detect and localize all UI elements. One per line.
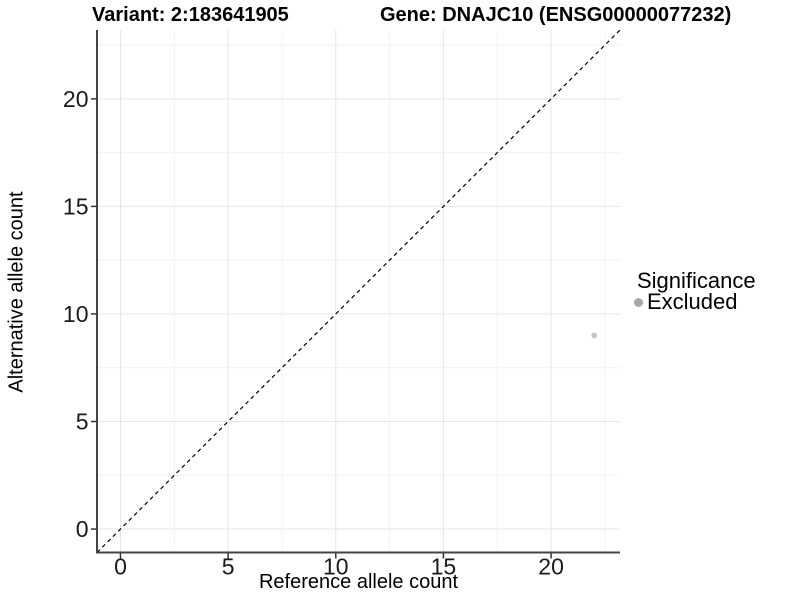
data-point bbox=[591, 332, 597, 339]
legend-entry: Excluded bbox=[634, 290, 756, 314]
x-tick-label: 15 bbox=[431, 554, 457, 580]
legend: Significance Excluded bbox=[634, 269, 756, 314]
legend-title: Significance bbox=[637, 268, 756, 293]
x-tick-label: 5 bbox=[222, 554, 235, 580]
y-tick-label: 0 bbox=[76, 516, 89, 542]
x-tick-label: 10 bbox=[323, 554, 349, 580]
x-tick-label: 20 bbox=[538, 554, 564, 580]
x-axis-title: Reference allele count bbox=[258, 571, 458, 593]
legend-entries: Excluded bbox=[634, 290, 756, 314]
x-tick-label: 0 bbox=[114, 554, 127, 580]
y-tick-label: 15 bbox=[63, 193, 89, 219]
identity-reference-line bbox=[96, 29, 621, 553]
legend-key-dot bbox=[634, 297, 643, 307]
y-tick-label: 5 bbox=[76, 408, 89, 434]
y-tick-label: 20 bbox=[63, 86, 89, 112]
legend-entry-label: Excluded bbox=[647, 289, 738, 314]
gene-title: Gene: DNAJC10 (ENSG00000077232) bbox=[380, 4, 732, 26]
variant-title: Variant: 2:183641905 bbox=[92, 4, 289, 26]
y-axis-title: Alternative allele count bbox=[5, 190, 27, 393]
y-tick-label: 10 bbox=[63, 301, 89, 327]
